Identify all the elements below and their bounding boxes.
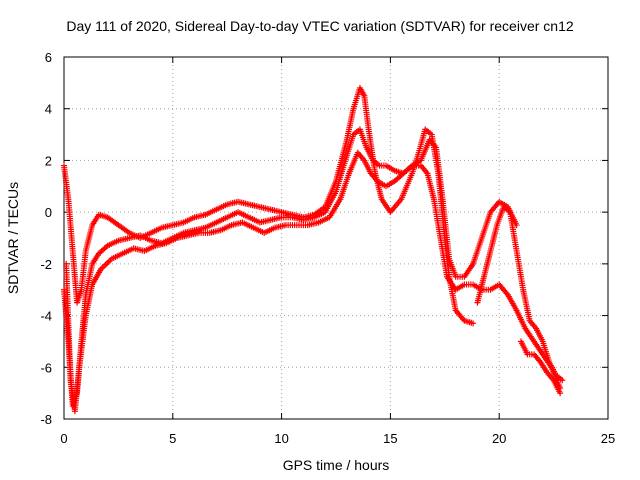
x-tick-label: 0 xyxy=(60,431,67,446)
x-tick-label: 5 xyxy=(169,431,176,446)
data-point xyxy=(470,320,477,327)
x-tick-label: 20 xyxy=(492,431,506,446)
series-track-5 xyxy=(517,338,564,397)
data-point xyxy=(559,377,566,384)
chart-title: Day 111 of 2020, Sidereal Day-to-day VTE… xyxy=(66,18,574,34)
y-tick-label: -4 xyxy=(40,309,52,324)
x-tick-label: 25 xyxy=(601,431,615,446)
y-tick-label: -8 xyxy=(40,412,52,427)
data-points xyxy=(61,85,566,415)
y-tick-label: 6 xyxy=(45,50,52,65)
series-track-3 xyxy=(63,149,564,415)
data-point xyxy=(557,390,564,397)
y-tick-label: -2 xyxy=(40,257,52,272)
x-tick-label: 10 xyxy=(274,431,288,446)
y-tick-label: -6 xyxy=(40,360,52,375)
y-tick-label: 0 xyxy=(45,205,52,220)
plot-frame xyxy=(63,56,609,420)
y-axis-label: SDTVAR / TECUs xyxy=(5,182,21,294)
y-tick-label: 2 xyxy=(45,153,52,168)
series-track-4 xyxy=(474,203,566,384)
y-tick-label: 4 xyxy=(45,102,52,117)
x-axis-label: GPS time / hours xyxy=(283,457,390,473)
series-track-1 xyxy=(61,85,477,327)
x-tick-label: 15 xyxy=(383,431,397,446)
axis-ticks: 0 5 10 15 20 25 -8 -6 -4 -2 0 2 4 6 xyxy=(40,50,615,446)
